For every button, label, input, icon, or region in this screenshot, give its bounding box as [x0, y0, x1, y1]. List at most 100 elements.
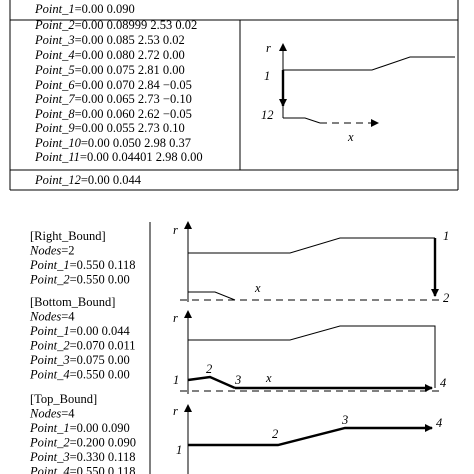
value: =0.075 0.00 — [70, 353, 130, 367]
label: Point_2 — [29, 273, 70, 287]
value: =0.00 0.090 — [75, 2, 135, 16]
value: =0.550 0.00 — [70, 273, 130, 287]
point-label: 2 — [206, 362, 212, 376]
point-row: Point_1=0.550 0.118 — [29, 258, 136, 272]
label: Point_1 — [29, 258, 70, 272]
point-row: Point_2=0.00 0.08999 2.53 0.02 — [34, 18, 197, 32]
top-diagram: r 1 12 x — [261, 41, 455, 144]
value: =0.00 0.070 2.84 −0.05 — [75, 78, 192, 92]
label: Point_3 — [34, 33, 75, 47]
point-row: Point_4=0.550 0.118 — [29, 465, 136, 474]
point-row: Point_1=0.00 0.090 — [34, 2, 135, 16]
value: =0.00 0.044 — [81, 173, 142, 187]
value: =0.00 0.060 2.62 −0.05 — [75, 107, 192, 121]
point-row: Point_6=0.00 0.070 2.84 −0.05 — [34, 78, 192, 92]
value: =0.00 0.080 2.72 0.00 — [75, 48, 185, 62]
label: Point_2 — [34, 18, 75, 32]
nodes-count: Nodes=4 — [29, 407, 75, 421]
label: Nodes — [29, 310, 61, 324]
point-label: 2 — [443, 291, 449, 305]
point-label: 3 — [234, 373, 241, 387]
label: Point_11 — [34, 150, 80, 164]
axis-label: r — [173, 311, 178, 325]
label: Point_6 — [34, 78, 75, 92]
label: Nodes — [29, 407, 61, 421]
point-label: 3 — [341, 413, 348, 427]
label: Point_3 — [29, 450, 70, 464]
point-row: Point_10=0.00 0.050 2.98 0.37 — [34, 136, 191, 150]
value: =0.00 0.075 2.81 0.00 — [75, 63, 185, 77]
nodes-count: Nodes=2 — [29, 244, 75, 258]
axis-label: x — [347, 130, 354, 144]
label: Point_4 — [29, 368, 70, 382]
label: Point_4 — [29, 465, 70, 474]
value: =4 — [61, 407, 75, 421]
axis-label: r — [266, 41, 271, 55]
value: =0.550 0.118 — [70, 465, 136, 474]
value: =2 — [61, 244, 74, 258]
value: =0.00 0.08999 2.53 0.02 — [75, 18, 198, 32]
point-row: Point_3=0.330 0.118 — [29, 450, 136, 464]
axis-label: r — [173, 404, 178, 418]
point-label: 1 — [176, 443, 182, 457]
right-bound-diagram: r x 1 2 — [173, 221, 449, 305]
label: Point_5 — [34, 63, 75, 77]
point-label: 4 — [436, 416, 442, 430]
point-label: 12 — [261, 108, 274, 122]
point-row: Point_1=0.00 0.090 — [29, 421, 130, 435]
label: Point_1 — [34, 2, 75, 16]
point-label: 2 — [272, 427, 278, 441]
section-header: [Top_Bound] — [30, 392, 97, 406]
label: Point_1 — [29, 421, 70, 435]
label: Point_12 — [34, 173, 81, 187]
value: =0.00 0.090 — [70, 421, 130, 435]
point-label: 1 — [443, 229, 449, 243]
label: Point_2 — [29, 436, 70, 450]
nodes-count: Nodes=4 — [29, 310, 75, 324]
value: =0.070 0.011 — [70, 339, 136, 353]
value: =0.330 0.118 — [70, 450, 136, 464]
label: Point_4 — [34, 48, 75, 62]
value: =0.00 0.04401 2.98 0.00 — [80, 150, 203, 164]
axis-label: x — [254, 281, 261, 295]
point-row: Point_3=0.00 0.085 2.53 0.02 — [34, 33, 185, 47]
point-row: Point_4=0.00 0.080 2.72 0.00 — [34, 48, 185, 62]
label: Point_2 — [29, 339, 70, 353]
point-row: Point_3=0.075 0.00 — [29, 353, 130, 367]
value: =4 — [61, 310, 75, 324]
point-row: Point_2=0.070 0.011 — [29, 339, 136, 353]
label: Point_1 — [29, 324, 70, 338]
value: =0.200 0.090 — [70, 436, 136, 450]
point-label: 4 — [440, 376, 446, 390]
point-label: 1 — [264, 69, 270, 83]
value: =0.00 0.044 — [70, 324, 131, 338]
label: Point_9 — [34, 121, 75, 135]
section-header: [Bottom_Bound] — [30, 295, 115, 309]
point-row: Point_9=0.00 0.055 2.73 0.10 — [34, 121, 185, 135]
point-row: Point_7=0.00 0.065 2.73 −0.10 — [34, 92, 192, 106]
point-row: Point_8=0.00 0.060 2.62 −0.05 — [34, 107, 192, 121]
label: Point_7 — [34, 92, 75, 106]
point-row: Point_11=0.00 0.04401 2.98 0.00 — [34, 150, 203, 164]
label: Nodes — [29, 244, 61, 258]
label: Point_10 — [34, 136, 82, 150]
point-row: Point_1=0.00 0.044 — [29, 324, 131, 338]
label: Point_3 — [29, 353, 70, 367]
point-row: Point_12=0.00 0.044 — [34, 173, 142, 187]
table-frame — [9, 0, 459, 191]
point-row: Point_4=0.550 0.00 — [29, 368, 130, 382]
value: =0.00 0.050 2.98 0.37 — [81, 136, 191, 150]
point-row: Point_2=0.550 0.00 — [29, 273, 130, 287]
value: =0.550 0.118 — [70, 258, 136, 272]
label: Point_8 — [34, 107, 75, 121]
value: =0.00 0.055 2.73 0.10 — [75, 121, 185, 135]
value: =0.550 0.00 — [70, 368, 130, 382]
top-bound-diagram: r 1 2 3 4 — [173, 404, 442, 474]
section-header: [Right_Bound] — [30, 229, 106, 243]
value: =0.00 0.085 2.53 0.02 — [75, 33, 185, 47]
bottom-bound-diagram: r 1 2 3 x 4 — [173, 310, 446, 394]
point-row: Point_5=0.00 0.075 2.81 0.00 — [34, 63, 185, 77]
